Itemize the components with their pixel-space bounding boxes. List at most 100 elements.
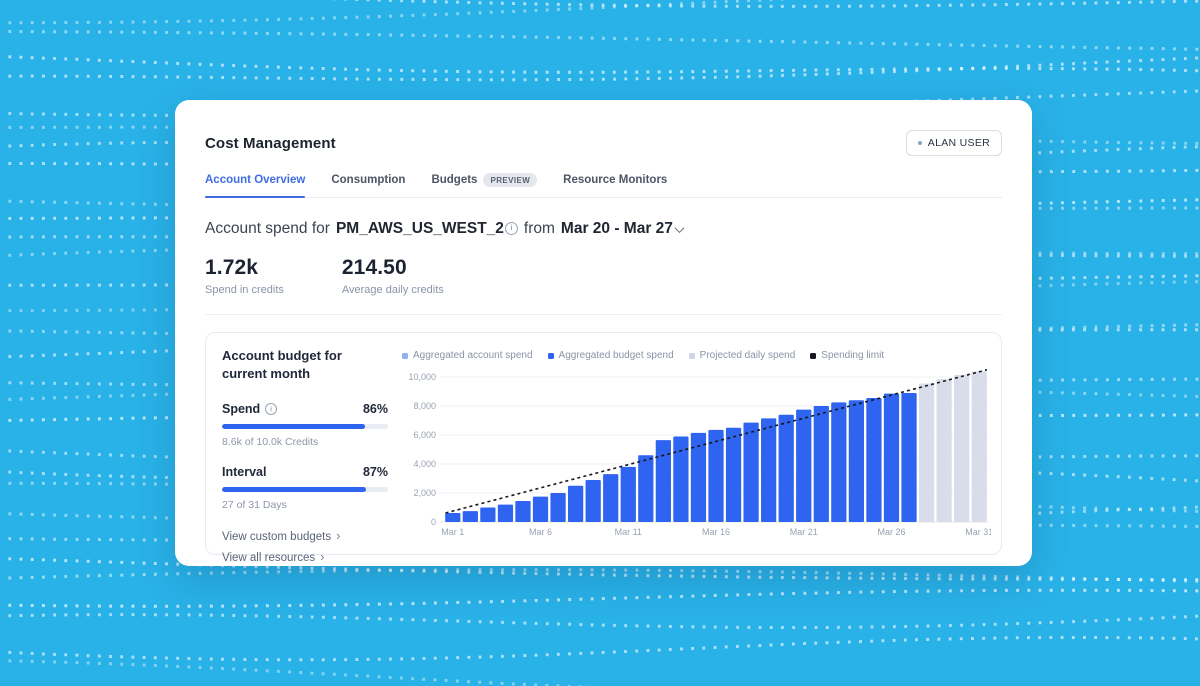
bar-mar-20[interactable] — [778, 414, 794, 522]
legend-item-0: Aggregated account spend — [402, 350, 533, 361]
section-divider — [205, 314, 1002, 315]
spending-limit-line — [445, 368, 988, 514]
bar-mar-18[interactable] — [743, 422, 759, 522]
bar-mar-12[interactable] — [638, 455, 654, 522]
user-button-label: ALAN USER — [927, 137, 990, 149]
bar-mar-7[interactable] — [550, 493, 566, 522]
bar-mar-16[interactable] — [708, 429, 724, 522]
y-axis-tick-label: 2,000 — [413, 488, 436, 498]
tab-label: Consumption — [331, 174, 406, 186]
user-button[interactable]: ALAN USER — [905, 130, 1002, 156]
interval-metric: Interval 87% 27 of 31 Days — [222, 465, 388, 511]
stats-row: 1.72k Spend in credits 214.50 Average da… — [205, 256, 1002, 296]
chevron-down-icon — [674, 222, 685, 233]
legend-item-2: Projected daily spend — [688, 350, 796, 361]
legend-marker-icon — [688, 352, 695, 359]
bar-mar-13[interactable] — [655, 440, 671, 522]
link-label: View all resources — [222, 551, 316, 564]
stat-label: Average daily credits — [341, 284, 444, 296]
spend-detail: 8.6k of 10.0k Credits — [222, 436, 319, 449]
spend-progress-track — [222, 424, 388, 430]
bar-mar-21[interactable] — [796, 409, 812, 523]
wave-dotted-line — [0, 0, 794, 25]
bar-mar-4[interactable] — [497, 504, 514, 522]
account-spend-header: Account spend for PM_AWS_US_WEST_2 i from… — [205, 220, 1002, 238]
chart-legend: Aggregated account spend Aggregated budge… — [402, 350, 987, 361]
preview-badge: PREVIEW — [483, 173, 538, 187]
legend-label: Spending limit — [821, 350, 885, 361]
bar-mar-24[interactable] — [848, 400, 865, 522]
legend-item-3: Spending limit — [810, 350, 884, 361]
spend-label-text: Spend — [222, 402, 261, 417]
interval-percent: 87% — [362, 465, 388, 480]
card-header: Cost Management ALAN USER — [205, 130, 1002, 156]
bar-mar-31[interactable] — [971, 371, 987, 522]
wave-dotted-line — [0, 56, 1200, 82]
bar-mar-29[interactable] — [936, 379, 952, 522]
bar-mar-5[interactable] — [515, 500, 531, 522]
bar-mar-22[interactable] — [813, 406, 829, 522]
budget-panel: Account budget for current month Spend i… — [205, 332, 1002, 564]
wave-dotted-line — [0, 568, 1200, 583]
chevron-right-icon: › — [320, 549, 325, 565]
legend-label: Aggregated budget spend — [558, 350, 674, 361]
legend-marker-icon — [810, 352, 817, 359]
legend-item-1: Aggregated budget spend — [547, 350, 674, 361]
bar-mar-30[interactable] — [954, 374, 970, 522]
spend-percent: 86% — [362, 402, 388, 417]
bar-mar-3[interactable] — [480, 507, 496, 523]
interval-detail: 27 of 31 Days — [222, 499, 287, 512]
tab-consumption[interactable]: Consumption — [331, 173, 405, 197]
page-title: Cost Management — [205, 134, 336, 152]
wave-dotted-line — [0, 613, 1200, 629]
bar-mar-15[interactable] — [690, 432, 707, 522]
tab-label: Budgets — [431, 174, 478, 186]
bar-mar-11[interactable] — [620, 466, 636, 522]
y-axis-tick-label: 10,000 — [408, 372, 436, 382]
account-name-text: PM_AWS_US_WEST_2 — [335, 220, 504, 237]
budget-panel-title: Account budget for current month — [222, 348, 342, 381]
interval-progress-track — [222, 487, 388, 493]
x-axis-tick-label: Mar 21 — [790, 527, 818, 537]
bar-mar-26[interactable] — [883, 393, 900, 522]
link-view-custom-budgets[interactable]: View custom budgets › — [222, 528, 388, 544]
link-view-all-resources[interactable]: View all resources › — [222, 549, 388, 565]
bar-mar-19[interactable] — [761, 418, 777, 522]
bar-mar-23[interactable] — [831, 402, 847, 523]
spend-chart-area: Aggregated account spend Aggregated budge… — [400, 347, 991, 542]
y-axis-tick-label: 4,000 — [413, 459, 436, 469]
bar-mar-6[interactable] — [532, 496, 549, 523]
chevron-right-icon: › — [336, 528, 341, 544]
legend-marker-icon — [547, 352, 554, 359]
x-axis-tick-label: Mar 11 — [615, 527, 642, 537]
y-axis-tick-label: 0 — [431, 517, 436, 527]
tab-budgets[interactable]: Budgets PREVIEW — [431, 173, 538, 197]
legend-label: Projected daily spend — [699, 350, 796, 361]
spend-header-prefix: Account spend for — [205, 220, 330, 237]
tab-account-overview[interactable]: Account Overview — [205, 173, 306, 198]
bar-mar-14[interactable] — [673, 436, 689, 522]
account-info-icon[interactable]: i — [504, 222, 518, 235]
spend-info-icon[interactable]: i — [265, 403, 278, 416]
bar-mar-2[interactable] — [462, 511, 478, 523]
bar-mar-28[interactable] — [918, 383, 935, 522]
x-axis-tick-label: Mar 6 — [529, 527, 552, 537]
bar-mar-27[interactable] — [901, 392, 917, 522]
stat-value: 214.50 — [341, 256, 407, 279]
bar-mar-25[interactable] — [866, 398, 882, 522]
budget-panel-summary: Account budget for current month Spend i… — [222, 347, 388, 564]
interval-progress-fill — [222, 487, 367, 493]
date-range-dropdown[interactable]: Mar 20 - Mar 27 — [561, 220, 685, 238]
wave-dotted-line — [0, 659, 596, 686]
tab-label: Account Overview — [205, 174, 306, 186]
bar-mar-17[interactable] — [725, 427, 742, 522]
tab-resource-monitors[interactable]: Resource Monitors — [563, 173, 667, 197]
bar-mar-9[interactable] — [585, 479, 601, 522]
bar-mar-10[interactable] — [603, 474, 619, 522]
bar-mar-8[interactable] — [567, 485, 584, 522]
wave-dotted-line — [0, 54, 1200, 74]
wave-dotted-line — [0, 588, 1200, 608]
bar-mar-1[interactable] — [445, 513, 461, 522]
user-status-dot-icon — [917, 141, 922, 145]
account-name: PM_AWS_US_WEST_2 i — [336, 220, 518, 238]
